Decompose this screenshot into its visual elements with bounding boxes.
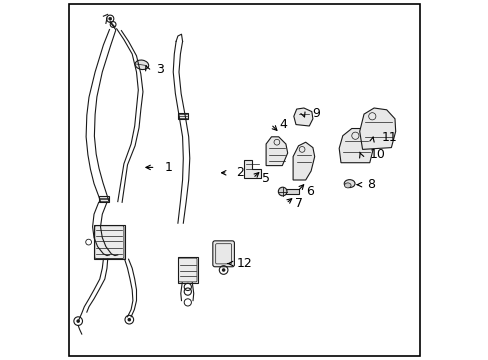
Polygon shape [178,113,187,119]
Bar [94,225,124,259]
Polygon shape [293,108,312,126]
Text: 6: 6 [306,185,314,198]
Polygon shape [99,196,108,202]
Circle shape [278,187,286,196]
Polygon shape [244,160,260,178]
Circle shape [127,318,131,321]
Ellipse shape [135,60,148,69]
Polygon shape [265,137,287,166]
Text: 4: 4 [279,118,287,131]
Polygon shape [292,142,314,180]
Text: 11: 11 [381,131,397,144]
Ellipse shape [344,180,354,188]
Polygon shape [359,108,395,149]
Text: 12: 12 [236,257,252,270]
Text: 3: 3 [156,63,164,76]
Text: 8: 8 [366,178,374,191]
Circle shape [76,319,80,323]
Bar [178,257,197,283]
Text: 7: 7 [294,197,302,210]
Circle shape [222,268,225,272]
Text: 9: 9 [311,107,320,120]
Text: 1: 1 [164,161,172,174]
Bar [282,189,298,194]
Ellipse shape [344,183,350,188]
Polygon shape [339,129,373,163]
Text: 5: 5 [261,172,269,185]
Circle shape [108,17,111,20]
Text: 10: 10 [369,148,385,161]
Text: 2: 2 [236,166,244,179]
FancyBboxPatch shape [212,241,234,267]
